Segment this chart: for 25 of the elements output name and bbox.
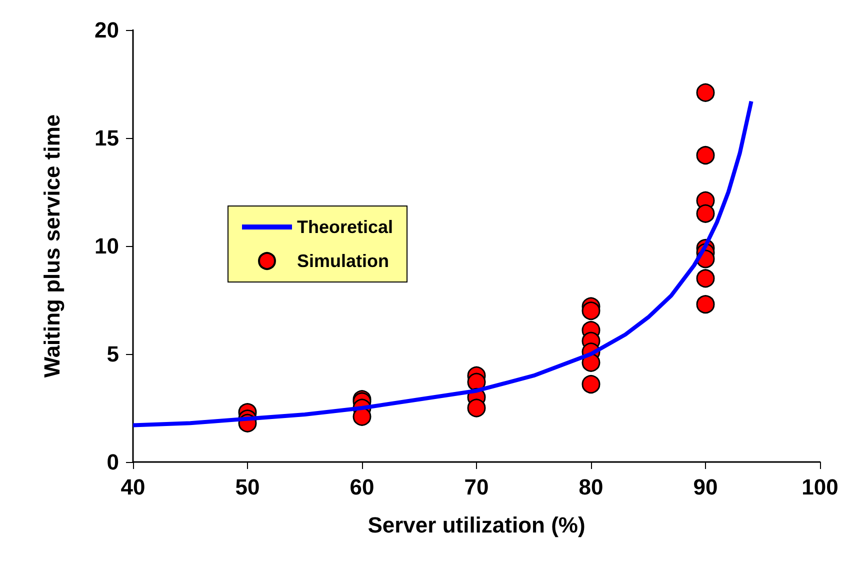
x-tick-label: 80 [578,474,604,500]
point [696,146,715,165]
x-tick-label: 90 [693,474,718,500]
x-tick-label: 40 [120,474,146,500]
point [582,302,600,320]
point [696,295,715,314]
y-tick-label: 0 [106,450,119,474]
point [696,269,715,288]
x-tick-label: 100 [802,474,838,500]
x-tick-label: 50 [235,474,260,500]
x-axis-title: Server utilization (%) [368,512,586,538]
point [696,204,715,223]
x-tick-label: 70 [464,474,489,500]
legend-label: Simulation [297,251,390,271]
y-tick-label: 15 [94,126,119,150]
point [352,407,372,426]
y-axis-title: Waiting plus service time [40,114,64,378]
y-tick-label: 10 [94,234,119,258]
y-tick-label: 20 [94,18,119,42]
y-tick-label: 5 [106,342,119,366]
point [582,374,600,394]
point [696,83,715,102]
legend-label: Theoretical [297,217,394,237]
x-tick-label: 60 [350,474,374,500]
point [467,398,486,418]
